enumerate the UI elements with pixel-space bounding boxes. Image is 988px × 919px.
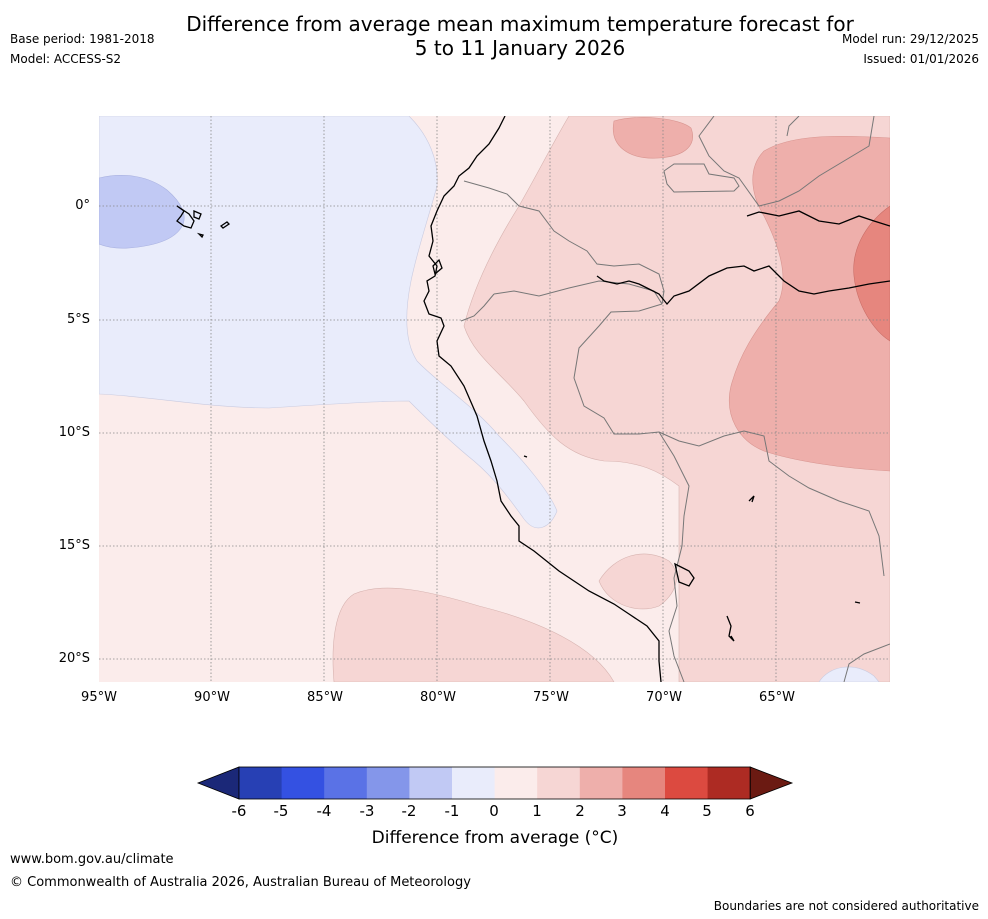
colorbar-segment: [494, 767, 538, 799]
lat-label-10s: 10°S: [58, 425, 90, 440]
colorbar-title: Difference from average (°C): [371, 828, 619, 848]
colorbar-tick: 4: [660, 802, 670, 820]
anomaly-1-2-ocean-region: [332, 587, 615, 682]
lat-label-20s: 20°S: [58, 651, 90, 666]
colorbar-tick: -5: [273, 802, 289, 820]
lat-label-15s: 15°S: [58, 538, 90, 553]
colorbar-segment: [579, 767, 623, 799]
colorbar-tick: -6: [231, 802, 247, 820]
anomaly-minus1-0-small-region: [818, 666, 880, 682]
graticule: [99, 116, 890, 682]
lat-label-0: 0°: [75, 198, 90, 213]
lon-label-95w: 95°W: [81, 690, 117, 705]
anomaly-minus2-minus1-region: [99, 175, 185, 249]
colorbar-tick: 6: [745, 802, 755, 820]
anomaly-3-4-region: [853, 205, 890, 342]
colorbar-segment: [281, 767, 325, 799]
colorbar-segment: [324, 767, 368, 799]
anomaly-2-3-region-north: [612, 117, 693, 159]
colorbar-tick: 1: [532, 802, 542, 820]
colorbar-extend-high: [749, 766, 794, 800]
colorbar-segment: [239, 767, 283, 799]
lon-label-90w: 90°W: [194, 690, 230, 705]
colorbar-segment: [622, 767, 666, 799]
title-line-1: Difference from average mean maximum tem…: [186, 12, 854, 36]
coastline: [176, 116, 890, 682]
colorbar-extend-low: [196, 766, 240, 800]
colorbar-tick: 3: [617, 802, 627, 820]
meta-left: Base period: 1981-2018 Model: ACCESS-S2: [10, 29, 155, 69]
model-name: Model: ACCESS-S2: [10, 52, 122, 66]
colorbar-tick: -1: [444, 802, 460, 820]
footer-url: www.bom.gov.au/climate: [10, 852, 174, 867]
footer-disclaimer: Boundaries are not considered authoritat…: [713, 899, 979, 913]
lon-label-80w: 80°W: [420, 690, 456, 705]
title-line-2: 5 to 11 January 2026: [414, 36, 626, 60]
forecast-map: [99, 116, 890, 682]
lon-label-70w: 70°W: [646, 690, 682, 705]
meta-right: Model run: 29/12/2025 Issued: 01/01/2026: [842, 29, 979, 69]
lon-label-65w: 65°W: [759, 690, 795, 705]
lon-label-85w: 85°W: [307, 690, 343, 705]
base-period: Base period: 1981-2018: [10, 32, 155, 46]
colorbar-tick: -4: [316, 802, 332, 820]
lat-label-5s: 5°S: [66, 312, 90, 327]
colorbar-tick: -2: [401, 802, 417, 820]
map-title: Difference from average mean maximum tem…: [120, 12, 920, 60]
anomaly-1-2-small-region: [598, 553, 677, 610]
issued-date: Issued: 01/01/2026: [863, 52, 979, 66]
colorbar-tick: -3: [359, 802, 375, 820]
colorbar-segment: [537, 767, 581, 799]
colorbar-segment: [366, 767, 410, 799]
colorbar-tick: 5: [702, 802, 712, 820]
colorbar-segment: [707, 767, 751, 799]
colorbar-segment: [409, 767, 453, 799]
anomaly-minus1-0-region: [99, 116, 558, 529]
model-run: Model run: 29/12/2025: [841, 32, 979, 46]
footer-copyright: © Commonwealth of Australia 2026, Austra…: [10, 875, 471, 890]
colorbar-tick: 0: [489, 802, 499, 820]
colorbar-border: [238, 766, 751, 800]
lon-label-75w: 75°W: [533, 690, 569, 705]
colorbar-segment: [665, 767, 709, 799]
colorbar-tick: 2: [575, 802, 585, 820]
colorbar: [196, 766, 794, 800]
colorbar-segment: [452, 767, 496, 799]
